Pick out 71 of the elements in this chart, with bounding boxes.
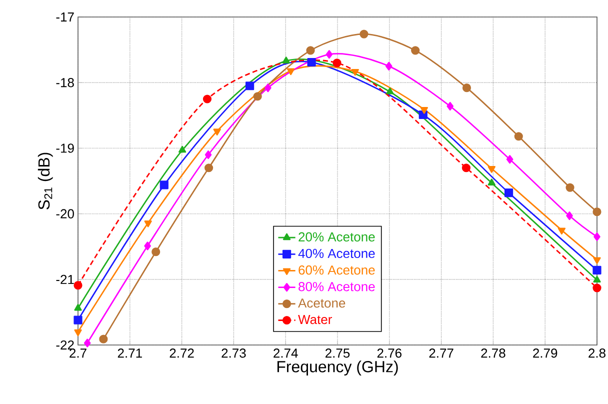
point: [306, 46, 315, 55]
point: [204, 164, 214, 172]
point: [74, 316, 82, 324]
point: [74, 280, 82, 290]
point: [204, 150, 212, 160]
point: [462, 84, 472, 92]
legend-label: 40% Acetone: [298, 248, 375, 258]
x-tick-label: 2.75: [326, 348, 350, 358]
point: [514, 132, 523, 141]
x-tick-label: 2.77: [429, 348, 454, 358]
point: [74, 304, 82, 311]
point: [593, 257, 601, 264]
y-tick-label: -19: [56, 144, 74, 153]
point: [592, 266, 602, 275]
legend-label: 20% Acetone: [298, 232, 375, 242]
point: [326, 50, 333, 59]
y-axis-title: S$_{21}$ (dB): [38, 152, 53, 210]
point: [264, 84, 272, 92]
point: [504, 188, 514, 198]
legend-label: 60% Acetone: [298, 265, 375, 275]
y-tick-label: -21: [56, 274, 74, 284]
point: [592, 284, 602, 292]
point: [488, 178, 496, 186]
point: [213, 128, 221, 136]
point: [245, 82, 254, 90]
point: [566, 183, 574, 192]
y-tick-label: -20: [56, 209, 74, 218]
legend-label: Water: [298, 315, 332, 324]
point: [558, 228, 566, 234]
point: [462, 164, 471, 172]
legend-label: Acetone: [298, 298, 346, 308]
point: [74, 329, 82, 336]
point: [282, 56, 290, 64]
point: [332, 58, 342, 68]
point: [307, 58, 316, 67]
point: [253, 92, 262, 101]
point: [160, 180, 168, 190]
point: [152, 248, 160, 256]
x-tick-label: 2.73: [222, 348, 246, 358]
x-axis-title: Frequency (GHz): [277, 360, 398, 376]
y-tick-label: -22: [56, 340, 74, 350]
y-tick-label: -18: [56, 78, 74, 88]
point: [360, 30, 368, 38]
x-tick-label: 2.74: [274, 348, 298, 358]
point: [594, 232, 600, 242]
point: [286, 68, 295, 76]
point: [144, 242, 151, 250]
point: [202, 94, 212, 104]
point: [99, 334, 108, 344]
x-tick-label: 2.72: [170, 348, 194, 358]
point: [420, 106, 428, 114]
point: [593, 276, 601, 283]
point: [144, 220, 152, 228]
x-tick-label: 2.8: [588, 348, 606, 358]
point: [506, 155, 514, 164]
point: [84, 338, 91, 348]
point: [178, 146, 186, 153]
legend-label: 80% Acetone: [298, 282, 375, 292]
point: [385, 62, 392, 70]
point: [592, 208, 602, 216]
point: [446, 102, 454, 111]
x-tick-label: 2.76: [377, 348, 402, 358]
x-tick-label: 2.78: [481, 348, 506, 358]
x-tick-label: 2.79: [533, 348, 558, 358]
x-tick-label: 2.71: [118, 348, 142, 358]
point: [386, 87, 394, 94]
point: [566, 211, 573, 220]
y-tick-label: -17: [56, 12, 74, 22]
point: [411, 46, 420, 55]
point: [488, 166, 496, 173]
point: [351, 68, 359, 76]
